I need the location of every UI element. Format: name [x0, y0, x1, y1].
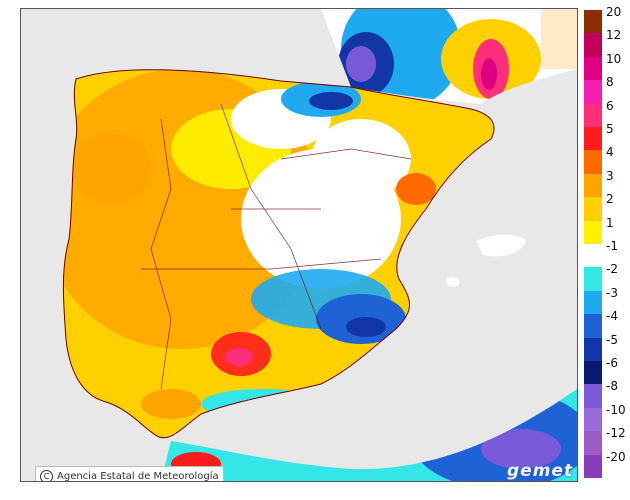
legend-swatch [584, 244, 602, 268]
anomaly-map [21, 9, 577, 481]
legend-swatch [584, 384, 602, 408]
map-panel: C Agencia Estatal de Meteorología gemet [20, 8, 578, 482]
credit-text: Agencia Estatal de Meteorología [57, 470, 219, 482]
legend-label: -12 [606, 426, 626, 441]
legend-label: 6 [606, 98, 614, 113]
legend-label: 2 [606, 192, 614, 207]
legend-label: 20 [606, 5, 622, 19]
legend-swatch [584, 431, 602, 455]
province-boundaries [141, 103, 412, 390]
legend-swatch [584, 150, 602, 174]
legend-swatch [584, 267, 602, 291]
credit-badge: C Agencia Estatal de Meteorología [35, 466, 224, 482]
legend-label: 3 [606, 168, 614, 183]
legend-swatch [584, 56, 602, 81]
legend-swatch [584, 337, 602, 361]
legend-swatch [584, 361, 602, 385]
legend-label: -3 [606, 285, 618, 300]
legend-label: -10 [606, 402, 626, 417]
legend-swatch [584, 80, 602, 104]
brand-logo: gemet [507, 461, 574, 481]
legend-swatch [584, 173, 602, 198]
legend-label: 1 [606, 215, 614, 230]
legend-label: -4 [606, 309, 618, 324]
color-legend: 20 12 10 8 6 5 4 3 2 1 -1 -2 -3 -4 -5 -6 -8 -10 -12 -20 [582, 6, 630, 480]
legend-label: -1 [606, 239, 618, 253]
legend-label: -5 [606, 332, 618, 347]
legend-swatch [584, 127, 602, 151]
legend-swatch [584, 454, 602, 478]
legend-label: 4 [606, 145, 614, 160]
legend-swatch [584, 407, 602, 432]
legend-swatch [584, 290, 602, 315]
legend-label: 10 [606, 51, 622, 66]
legend-swatch [584, 10, 602, 34]
legend-swatch [584, 197, 602, 221]
legend-label: 5 [606, 122, 614, 136]
legend-swatch [584, 33, 602, 57]
coastline [62, 69, 495, 439]
legend-label: -2 [606, 262, 618, 277]
france-anomaly-field [321, 9, 577, 104]
legend-swatch [584, 314, 602, 338]
copyright-icon: C [40, 469, 53, 481]
legend-label: -8 [606, 379, 618, 394]
legend-label: -20 [606, 449, 626, 464]
legend-swatch [584, 220, 602, 244]
legend-label: 12 [606, 28, 622, 43]
legend-swatch [584, 103, 602, 127]
legend-label: -6 [606, 356, 618, 370]
legend-label: 8 [606, 75, 614, 90]
